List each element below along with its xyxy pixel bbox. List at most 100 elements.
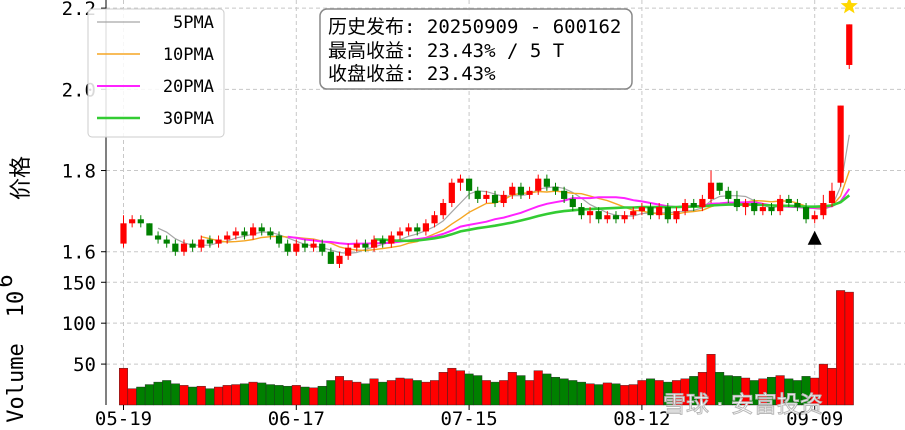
volume-bar: [136, 386, 146, 406]
candle-body: [561, 190, 568, 199]
volume-bar: [335, 376, 345, 406]
candle-body: [811, 215, 818, 220]
volume-bar: [464, 373, 474, 406]
candle-body: [656, 207, 663, 216]
legend-label: 5PMA: [173, 13, 214, 33]
volume-bar: [421, 381, 431, 406]
info-line-2: 最高收益: 23.43% / 5 T: [328, 40, 564, 62]
volume-bar: [352, 381, 362, 406]
candle-body: [543, 178, 550, 187]
candle-body: [768, 207, 775, 212]
volume-bars: [118, 290, 854, 406]
candle-body: [137, 219, 144, 224]
candle-body: [284, 243, 291, 252]
volume-bar: [542, 373, 552, 406]
volume-bar: [144, 384, 154, 406]
volume-bar: [386, 380, 396, 406]
x-tick-label: 05-19: [95, 408, 152, 430]
candle-body: [699, 198, 706, 208]
volume-bar: [455, 370, 465, 406]
candle-body: [414, 227, 421, 232]
volume-tick-label: 100: [62, 313, 96, 335]
volume-bar: [412, 380, 422, 406]
candle-body: [664, 207, 671, 220]
price-tick-label: 1.6: [62, 242, 96, 264]
candle-body: [846, 24, 853, 65]
ma-line-30pma: [374, 194, 851, 243]
candle-body: [526, 190, 533, 195]
candle-body: [552, 186, 559, 191]
volume-bar: [231, 384, 241, 406]
candle-body: [621, 215, 628, 220]
volume-bar: [170, 383, 180, 406]
candle-body: [180, 243, 188, 252]
candle-body: [517, 186, 525, 195]
volume-bar: [369, 378, 379, 406]
candle-body: [215, 239, 222, 244]
volume-bar: [300, 386, 310, 406]
volume-bar: [378, 381, 388, 406]
volume-bar: [499, 380, 509, 406]
volume-multiplier-exp: 6: [0, 274, 18, 287]
volume-bar: [196, 385, 206, 406]
candle-body: [448, 182, 455, 204]
candle-body: [327, 251, 334, 264]
candle-body: [405, 227, 412, 232]
volume-tick-label: 150: [62, 272, 96, 294]
volume-bar: [844, 291, 854, 406]
candle-body: [777, 198, 784, 212]
candle-body: [604, 215, 611, 220]
candle-body: [466, 178, 473, 191]
candle-body: [535, 178, 542, 191]
x-tick-label: 07-15: [440, 408, 497, 430]
volume-bar: [188, 386, 198, 406]
volume-bar: [490, 381, 500, 406]
candle-body: [733, 198, 741, 208]
volume-bar: [222, 385, 232, 406]
volume-bar: [127, 388, 137, 406]
price-tick-label: 2.2: [62, 0, 96, 20]
candle-body: [828, 190, 836, 204]
volume-bar: [628, 384, 638, 406]
candle-body: [250, 227, 257, 236]
volume-bar: [525, 380, 535, 406]
candle-body: [682, 203, 689, 212]
candle-body: [457, 178, 464, 183]
candle-body: [569, 198, 576, 208]
candle-body: [638, 207, 645, 212]
candle-body: [362, 243, 369, 248]
candle-body: [345, 247, 352, 256]
volume-bar: [473, 375, 483, 406]
candle-body: [293, 243, 300, 252]
volume-bar: [533, 370, 543, 406]
info-line-3: 收盘收益: 23.43%: [328, 63, 496, 85]
candle-body: [301, 243, 309, 248]
candle-body: [206, 239, 213, 244]
volume-bar: [205, 388, 215, 406]
volume-bar: [602, 382, 612, 406]
watermark: 雪球 · 安富投资: [663, 392, 823, 418]
volume-bar: [179, 385, 189, 406]
price-axis-label: 价格: [9, 156, 34, 200]
volume-bar: [827, 367, 837, 406]
candle-body: [198, 239, 205, 248]
volume-bar: [404, 378, 414, 406]
volume-bar: [257, 382, 267, 406]
grid-lines: [106, 0, 905, 405]
candle-body: [759, 207, 766, 212]
legend-label: 10PMA: [163, 45, 214, 65]
candle-body: [785, 198, 792, 204]
candle-body: [751, 203, 758, 212]
ma-line-20pma: [287, 188, 851, 246]
candle-body: [163, 239, 170, 244]
volume-bar: [568, 380, 578, 406]
candle-body: [353, 243, 360, 248]
candle-body: [319, 243, 326, 252]
candle-body: [820, 203, 827, 216]
candle-body: [509, 186, 516, 195]
volume-tick-label: 50: [73, 354, 96, 376]
candle-body: [742, 203, 749, 208]
candle-body: [500, 194, 507, 204]
legend-label: 20PMA: [163, 77, 214, 97]
volume-bar: [274, 385, 284, 406]
